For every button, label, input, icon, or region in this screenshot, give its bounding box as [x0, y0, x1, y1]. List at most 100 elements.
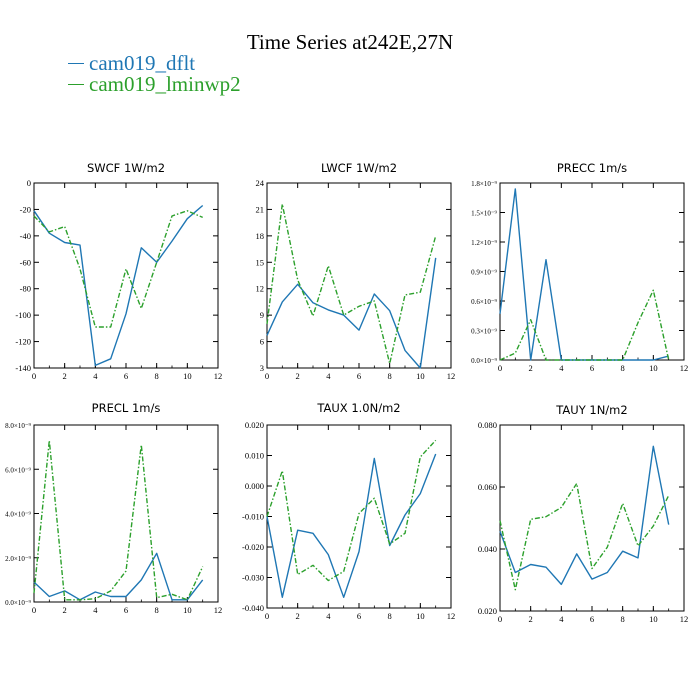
chart-title: LWCF 1W/m2: [321, 161, 397, 175]
x-tick-label: 2: [529, 363, 533, 373]
chart-title: TAUX 1.0N/m2: [316, 401, 400, 415]
x-tick-label: 6: [124, 605, 128, 615]
chart-title: SWCF 1W/m2: [87, 161, 165, 175]
x-tick-label: 10: [183, 605, 192, 615]
y-tick-label: 6.0×10⁻⁹: [5, 466, 31, 474]
chart-panel-5: TAUY 1N/m2 0 2 4 6 8 10 12 0.020 0.040 0.060 0.080: [478, 403, 688, 624]
plot-frame: [33, 182, 219, 369]
x-tick-label: 6: [124, 371, 128, 381]
y-tick-label: 2.0×10⁻⁹: [5, 555, 31, 563]
x-tick-label: 4: [93, 605, 98, 615]
series-line-cam019_lminwp2: [499, 482, 670, 591]
plot-frame: [266, 182, 452, 369]
x-tick-label: 6: [357, 371, 361, 381]
x-tick-label: 0: [32, 371, 36, 381]
x-tick-label: 12: [214, 605, 223, 615]
y-tick-label: 0.060: [478, 482, 497, 492]
x-tick-label: 8: [155, 605, 159, 615]
y-tick-label: 3: [260, 363, 264, 373]
x-tick-label: 4: [93, 371, 98, 381]
x-tick-label: 12: [447, 611, 456, 621]
chart-panel-2: PRECC 1m/s 0 2 4 6 8 10 12 0.0×10⁻⁹ 0.3×10⁻⁹ 0.6×1…: [471, 161, 688, 373]
y-tick-label: 21: [256, 204, 265, 214]
series-line-cam019_dflt: [266, 453, 437, 598]
y-tick-label: 1.2×10⁻⁹: [471, 239, 497, 247]
chart-title: PRECL 1m/s: [92, 401, 161, 415]
y-tick-label: 6: [260, 337, 264, 347]
x-tick-label: 12: [680, 614, 689, 624]
y-tick-label: 0.010: [245, 451, 264, 461]
y-tick-label: -20: [20, 204, 31, 214]
y-tick-label: 0.040: [478, 544, 497, 554]
y-tick-label: 9: [260, 310, 264, 320]
legend-label-lminwp2: cam019_lminwp2: [89, 72, 241, 96]
x-tick-label: 2: [63, 371, 67, 381]
y-tick-label: 0: [27, 178, 31, 188]
x-tick-label: 10: [649, 363, 658, 373]
y-tick-label: -0.010: [242, 512, 264, 522]
x-tick-label: 6: [590, 614, 594, 624]
chart-panel-0: SWCF 1W/m2 0 2 4 6 8 10 12 -140 -120 -100 -80 -60 -40…: [15, 161, 222, 381]
series-line-cam019_lminwp2: [33, 210, 203, 328]
x-tick-label: 0: [498, 614, 502, 624]
series-line-cam019_dflt: [499, 445, 670, 586]
plot-frame: [33, 424, 219, 603]
series-line-cam019_dflt: [266, 257, 437, 369]
x-tick-label: 10: [183, 371, 192, 381]
x-tick-label: 2: [529, 614, 533, 624]
y-tick-label: -120: [15, 337, 31, 347]
chart-panel-4: TAUX 1.0N/m2 0 2 4 6 8 10 12 -0.040 -0.030 -0.020 -…: [242, 401, 455, 621]
series-line-cam019_dflt: [33, 552, 204, 601]
y-tick-label: 4.0×10⁻⁹: [5, 511, 31, 519]
x-tick-label: 4: [559, 363, 564, 373]
y-tick-label: -140: [15, 363, 31, 373]
x-tick-label: 8: [388, 611, 392, 621]
y-tick-label: 0.0×10⁻⁹: [5, 599, 31, 607]
y-tick-label: -0.040: [242, 603, 264, 613]
legend-label-dflt: cam019_dflt: [89, 51, 196, 75]
y-tick-label: 18: [256, 231, 265, 241]
x-tick-label: 4: [559, 614, 564, 624]
y-tick-label: 1.5×10⁻⁹: [471, 210, 497, 218]
y-tick-label: -60: [20, 257, 31, 267]
page-title: Time Series at242E,27N: [246, 30, 454, 54]
series-line-cam019_dflt: [33, 204, 204, 367]
y-tick-label: 0.0×10⁻⁹: [471, 357, 497, 365]
y-tick-label: 12: [256, 284, 265, 294]
x-tick-label: 8: [155, 371, 159, 381]
y-tick-label: 0.020: [245, 420, 264, 430]
chart-panel-3: PRECL 1m/s 0 2 4 6 8 10 12 0.0×10⁻⁹ 2.0×10⁻⁹ 4.0×1…: [5, 401, 222, 615]
y-tick-label: 0.020: [478, 606, 497, 616]
y-tick-label: -0.030: [242, 573, 264, 583]
y-tick-label: 0.9×10⁻⁹: [471, 269, 497, 277]
x-tick-label: 8: [388, 371, 392, 381]
y-tick-label: 8.0×10⁻⁹: [5, 422, 31, 430]
x-tick-label: 12: [214, 371, 223, 381]
chart-title: PRECC 1m/s: [557, 161, 627, 175]
plot-frame: [266, 424, 452, 609]
y-tick-label: 0.000: [245, 481, 264, 491]
plot-frame: [499, 182, 685, 361]
x-tick-label: 10: [649, 614, 658, 624]
x-tick-label: 12: [447, 371, 456, 381]
legend-item-lminwp2: cam019_lminwp2: [68, 73, 241, 95]
y-tick-label: -80: [20, 284, 31, 294]
x-tick-label: 2: [63, 605, 67, 615]
plot-frame: [499, 424, 685, 612]
x-tick-label: 0: [265, 611, 269, 621]
series-line-cam019_lminwp2: [266, 439, 437, 582]
y-tick-label: 0.080: [478, 420, 497, 430]
x-tick-label: 10: [416, 611, 425, 621]
x-tick-label: 6: [357, 611, 361, 621]
y-tick-label: 1.8×10⁻⁹: [471, 180, 497, 188]
x-tick-label: 8: [621, 363, 625, 373]
x-tick-label: 10: [416, 371, 425, 381]
chart-title: TAUY 1N/m2: [555, 403, 627, 417]
y-tick-label: -40: [20, 231, 31, 241]
y-tick-label: -100: [15, 310, 31, 320]
legend-item-dflt: cam019_dflt: [68, 52, 195, 74]
legend-swatch-dflt: [68, 62, 84, 64]
x-tick-label: 0: [265, 371, 269, 381]
